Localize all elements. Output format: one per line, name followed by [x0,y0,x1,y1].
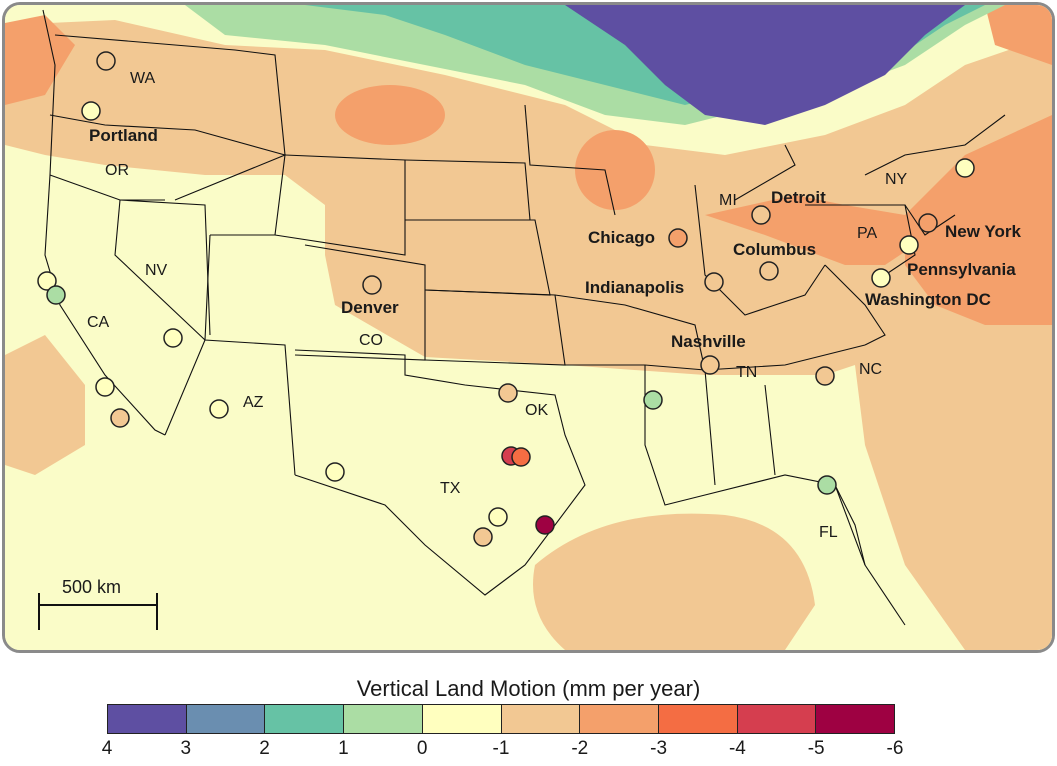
legend-swatch [422,705,502,733]
state-boundaries [42,9,1006,626]
station-marker [871,268,891,288]
station-marker [643,390,663,410]
station-marker [700,355,720,375]
station-marker [110,408,130,428]
station-marker [815,366,835,386]
legend-tick-label: 1 [338,738,349,759]
legend-tick-label: -5 [807,738,825,759]
subsidence-field [5,20,1052,650]
legend-colorbar [107,704,895,734]
legend-swatch [265,705,345,733]
station-marker [362,275,382,295]
state-label-or: OR [105,162,129,179]
legend-swatch [501,705,581,733]
state-label-wa: WA [130,70,156,87]
station-marker [955,158,975,178]
state-label-az: AZ [243,394,264,411]
legend-tick-label: -1 [492,738,510,759]
legend-tick-label: -4 [728,738,746,759]
station-marker [473,527,493,547]
city-label-portland: Portland [89,126,158,145]
state-label-ny: NY [885,171,908,188]
scale-bar [38,593,158,630]
station-marker [704,272,724,292]
legend-swatch [816,705,895,733]
station-marker [46,285,66,305]
station-marker [918,213,938,233]
scale-bar-label: 500 km [62,577,122,597]
legend-tick-label: 0 [416,738,428,759]
legend-swatch [186,705,266,733]
city-label-pennsylvania: Pennsylvania [907,260,1016,279]
station-marker [751,205,771,225]
city-label-indianapolis: Indianapolis [585,278,685,297]
uplift-field [185,5,1005,125]
state-label-nv: NV [145,262,168,279]
city-label-new-york: New York [945,222,1021,241]
state-label-pa: PA [857,225,878,242]
city-label-denver: Denver [341,298,399,317]
station-marker [37,271,57,291]
station-marker [511,447,531,467]
state-label-mi: MI [719,192,737,209]
state-label-nc: NC [859,361,883,378]
legend-tick-label: 3 [180,738,192,759]
state-label-ca: CA [87,314,110,331]
city-label-washington-dc: Washington DC [865,290,991,309]
station-marker [209,399,229,419]
legend-swatch [580,705,659,733]
station-marker [668,228,688,248]
city-label-chicago: Chicago [588,228,656,247]
station-marker [899,235,919,255]
state-label-tn: TN [736,364,758,381]
station-marker [81,101,101,121]
state-label-tx: TX [440,480,461,497]
legend-tick-label: 2 [259,738,270,759]
legend-swatch [344,705,423,733]
station-marker [95,377,115,397]
station-marker [96,51,116,71]
station-marker [163,328,183,348]
legend-tick-label: 4 [101,738,113,759]
legend-swatch [737,705,817,733]
station-markers [37,51,975,547]
map-svg [5,5,1052,650]
station-marker [488,507,508,527]
strong-subsidence-field [5,5,1052,325]
legend-swatch [658,705,738,733]
station-marker [498,383,518,403]
map-frame: WA OR NV CA AZ CO TX OK TN NC FL MI PA N… [2,2,1055,653]
state-label-co: CO [359,332,383,349]
legend-tick-label: -2 [571,738,589,759]
city-label-detroit: Detroit [771,188,826,207]
city-label-columbus: Columbus [733,240,817,259]
legend-swatch [108,705,187,733]
station-marker [817,475,837,495]
state-label-fl: FL [819,524,838,541]
station-marker [325,462,345,482]
city-label-nashville: Nashville [671,332,746,351]
legend-tick-label: -3 [650,738,668,759]
station-marker [535,515,555,535]
legend-tick-label: -6 [886,738,904,759]
legend-title: Vertical Land Motion (mm per year) [356,676,701,701]
state-label-ok: OK [525,402,549,419]
station-marker [759,261,779,281]
